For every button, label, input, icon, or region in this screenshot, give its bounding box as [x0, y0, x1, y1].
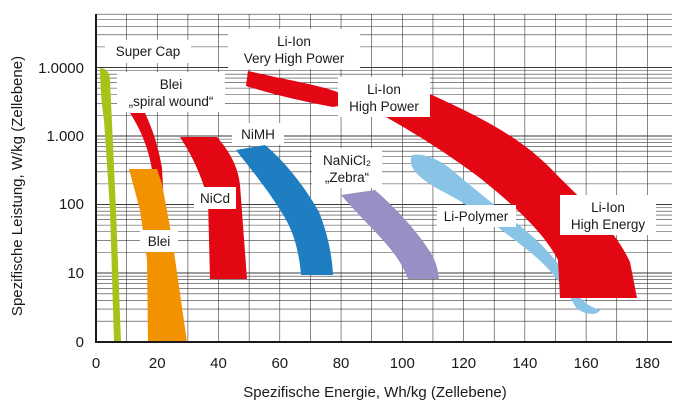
- label-li-ion-high-energy: Li-Ion High Energy: [560, 195, 656, 235]
- region-nanicl2-zebra: [341, 190, 439, 279]
- label-li-ion-high-power-line1: Li-Ion: [367, 82, 401, 97]
- label-li-polymer-text: Li-Polymer: [444, 209, 509, 224]
- y-tick-label: 1.0000: [38, 60, 84, 77]
- region-li-polymer: [410, 154, 600, 314]
- label-li-ion-very-high-power-line1: Li-Ion: [277, 34, 311, 49]
- label-nanicl2-zebra: NaNiCl₂ „Zebra“: [312, 148, 382, 188]
- label-nicd-text: NiCd: [200, 191, 230, 206]
- label-blei-spiral-wound-line2: „spiral wound“: [129, 94, 214, 109]
- y-tick-label: 1.000: [46, 128, 84, 145]
- y-axis-label: Spezifische Leistung, W/kg (Zellebene): [9, 56, 26, 316]
- label-li-ion-high-power: Li-Ion High Power: [338, 77, 430, 117]
- label-blei-spiral-wound-line1: Blei: [160, 77, 183, 92]
- region-li-ion-high-energy: [340, 93, 637, 298]
- y-tick-label: 0: [76, 334, 84, 351]
- label-blei-spiral-wound: Blei „spiral wound“: [117, 72, 225, 112]
- label-super-cap: Super Cap: [105, 40, 191, 63]
- label-li-ion-high-energy-line2: High Energy: [571, 217, 646, 232]
- y-tick-label: 100: [59, 196, 84, 213]
- label-li-ion-high-energy-line1: Li-Ion: [591, 200, 625, 215]
- x-tick-label: 180: [635, 355, 660, 372]
- x-tick-label: 100: [390, 355, 415, 372]
- x-tick-label: 120: [451, 355, 476, 372]
- region-li-ion-high-power: [246, 71, 355, 107]
- x-tick-label: 0: [92, 355, 100, 372]
- region-nimh: [236, 145, 333, 275]
- y-tick-label: 10: [67, 265, 84, 282]
- region-blei: [129, 169, 187, 342]
- label-li-ion-high-power-line2: High Power: [349, 99, 419, 114]
- x-tick-label: 60: [271, 355, 288, 372]
- tick-labels: 0 20 40 60 80 100 120 140 160 180 0 10 100 1.000 1.000…: [38, 60, 660, 372]
- label-li-ion-very-high-power-line2: Very High Power: [244, 51, 345, 66]
- label-blei: Blei: [140, 230, 178, 252]
- label-li-ion-very-high-power: Li-Ion Very High Power: [228, 29, 360, 69]
- data-regions: [100, 68, 637, 342]
- label-nanicl2-line1: NaNiCl₂: [323, 153, 371, 168]
- x-tick-label: 40: [210, 355, 227, 372]
- label-nicd: NiCd: [194, 187, 236, 209]
- x-tick-label: 20: [149, 355, 166, 372]
- x-axis-label: Spezifische Energie, Wh/kg (Zellebene): [243, 384, 506, 401]
- region-labels: Super Cap Blei „spiral wound“ Blei NiCd …: [105, 29, 656, 252]
- axes: [95, 14, 672, 343]
- label-nimh: NiMH: [232, 123, 284, 145]
- region-super-cap: [100, 68, 121, 342]
- label-nimh-text: NiMH: [241, 127, 275, 142]
- x-tick-label: 140: [512, 355, 537, 372]
- label-blei-text: Blei: [148, 234, 171, 249]
- label-li-polymer: Li-Polymer: [437, 205, 516, 227]
- label-super-cap-text: Super Cap: [116, 44, 181, 59]
- x-tick-label: 80: [333, 355, 350, 372]
- label-nanicl2-line2: „Zebra“: [325, 170, 369, 185]
- x-tick-label: 160: [574, 355, 599, 372]
